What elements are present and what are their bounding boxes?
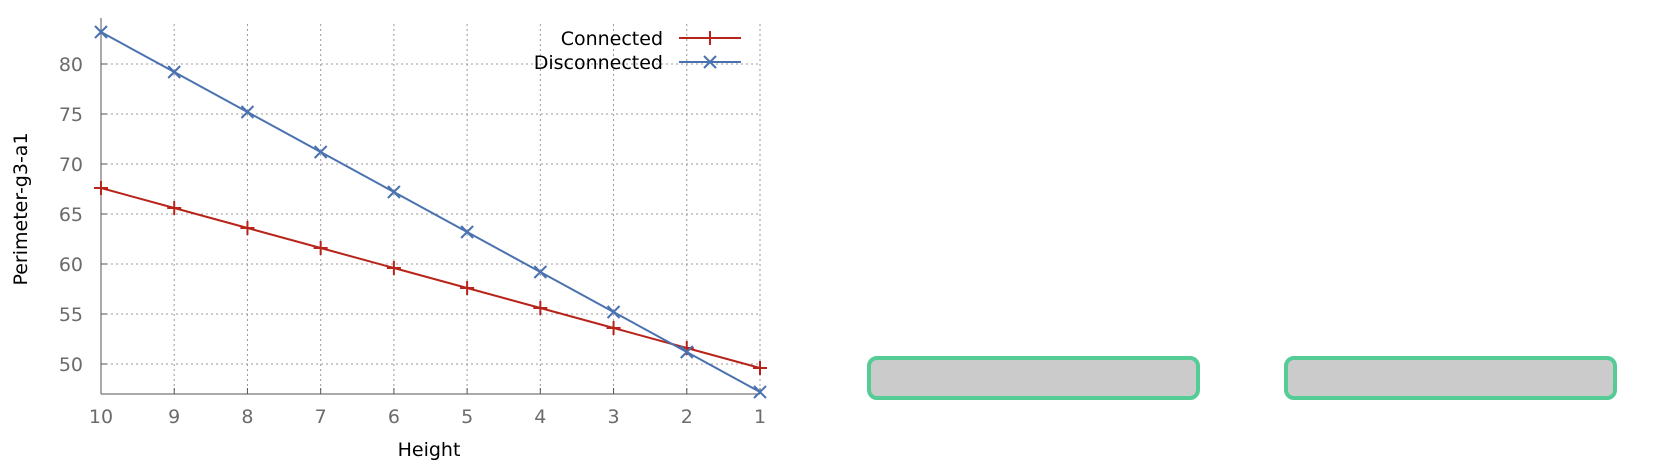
marker-stroke	[753, 385, 767, 399]
marker-stroke	[94, 25, 108, 39]
marker-stroke	[606, 305, 621, 319]
data-point-disconnected	[606, 305, 621, 319]
x-tick-label: 5	[461, 406, 473, 428]
marker-stroke	[533, 265, 548, 279]
data-point-disconnected	[240, 105, 255, 119]
data-point-connected	[460, 281, 475, 295]
legend-label-disconnected: Disconnected	[534, 52, 663, 74]
legend-marker-connected	[703, 31, 717, 45]
marker-stroke	[387, 185, 401, 199]
marker-stroke	[313, 145, 328, 159]
series-connected	[94, 181, 767, 375]
data-point-connected	[386, 261, 401, 275]
x-tick-label: 10	[89, 406, 113, 428]
y-axis-title: Perimeter-g3-a1	[10, 132, 32, 285]
series-line-connected	[100, 187, 761, 369]
x-tick-labels: 10 9 8 7 6 5 4 3 2 1	[89, 406, 766, 428]
x-tick-label: 9	[168, 406, 180, 428]
series-line-disconnected	[100, 31, 761, 393]
y-tick-label: 80	[59, 54, 83, 76]
data-point-disconnected	[167, 65, 181, 79]
x-tick-label: 3	[608, 406, 620, 428]
marker-stroke	[680, 345, 694, 359]
data-point-connected	[167, 201, 182, 215]
marker-stroke	[240, 105, 255, 119]
y-tick-label: 70	[59, 154, 83, 176]
y-tick-label: 60	[59, 254, 83, 276]
data-point-disconnected	[460, 225, 474, 239]
x-tick-label: 6	[388, 406, 400, 428]
legend-label-connected: Connected	[561, 28, 663, 50]
legend-marker-disconnected	[703, 55, 717, 69]
x-tick-label: 7	[315, 406, 327, 428]
series-group	[94, 25, 767, 399]
x-tick-label: 8	[241, 406, 253, 428]
data-point-disconnected	[680, 345, 694, 359]
marker-stroke	[703, 55, 717, 69]
axes	[100, 18, 761, 395]
marker-stroke	[460, 225, 474, 239]
y-tick-label: 55	[59, 304, 83, 326]
series-disconnected	[94, 25, 767, 399]
legend-item-disconnected: Disconnected	[534, 52, 741, 74]
data-point-disconnected	[94, 25, 108, 39]
data-point-connected	[94, 181, 108, 195]
data-point-connected	[533, 301, 548, 315]
data-point-disconnected	[753, 385, 767, 399]
answer-slot-2[interactable]	[1284, 356, 1617, 400]
data-point-connected	[753, 361, 767, 375]
x-tick-label: 2	[681, 406, 693, 428]
marker-stroke	[167, 65, 181, 79]
data-point-disconnected	[387, 185, 401, 199]
data-point-connected	[313, 241, 328, 255]
data-point-disconnected	[533, 265, 548, 279]
answer-slot-1[interactable]	[867, 356, 1200, 400]
y-tick-labels: 50 55 60 65 70 75 80	[59, 54, 83, 376]
x-tick-label: 1	[754, 406, 766, 428]
data-point-disconnected	[313, 145, 328, 159]
x-axis-title: Height	[398, 439, 461, 461]
x-tick-label: 4	[534, 406, 546, 428]
legend-item-connected: Connected	[561, 28, 741, 50]
data-point-connected	[240, 221, 255, 235]
y-tick-label: 75	[59, 104, 83, 126]
y-tick-label: 50	[59, 354, 83, 376]
y-tick-label: 65	[59, 204, 83, 226]
data-point-connected	[606, 321, 621, 335]
